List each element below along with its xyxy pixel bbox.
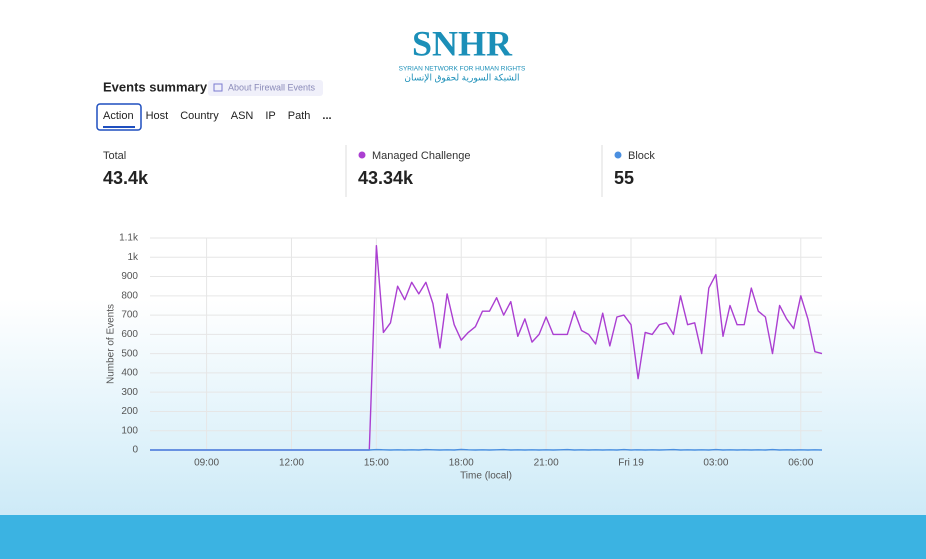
x-tick-label: 18:00	[449, 458, 474, 469]
legend-dot	[358, 151, 366, 159]
y-tick-label: 200	[121, 406, 138, 417]
y-tick-label: 1k	[127, 252, 139, 263]
logo-subtitle: SYRIAN NETWORK FOR HUMAN RIGHTS	[399, 66, 526, 73]
tab-focus	[96, 103, 142, 131]
legend-dot	[614, 151, 622, 159]
stat-label: Block	[628, 150, 655, 162]
y-tick-label: 0	[132, 445, 138, 456]
badge-icon	[213, 83, 223, 92]
footer-band	[0, 515, 926, 559]
stat-label: Managed Challenge	[372, 150, 470, 162]
y-axis-label: Number of Events	[106, 304, 117, 384]
x-tick-label: 12:00	[279, 458, 304, 469]
x-tick-label: 21:00	[534, 458, 559, 469]
logo-arabic: الشبكة السورية لحقوق الإنسان	[404, 72, 519, 83]
y-tick-label: 900	[121, 271, 138, 282]
x-tick-label: Fri 19	[618, 458, 644, 469]
section-title: Events summary	[103, 79, 208, 94]
tab[interactable]: ASN	[231, 110, 254, 122]
tab[interactable]: Country	[180, 110, 219, 122]
y-tick-label: 500	[121, 348, 138, 359]
stat-value: 55	[614, 168, 634, 188]
stat-value: 43.34k	[358, 168, 414, 188]
stat-value: 43.4k	[103, 168, 149, 188]
tab[interactable]: IP	[265, 110, 275, 122]
y-tick-label: 800	[121, 290, 138, 301]
x-tick-label: 09:00	[194, 458, 219, 469]
x-tick-label: 03:00	[703, 458, 728, 469]
series-line	[150, 448, 823, 451]
logo-name: SNHR	[412, 23, 513, 63]
x-tick-label: 15:00	[364, 458, 389, 469]
tab[interactable]: Action	[103, 110, 134, 122]
badge-text[interactable]: About Firewall Events	[228, 82, 316, 92]
tab[interactable]: Host	[146, 110, 169, 122]
x-axis-label: Time (local)	[460, 471, 512, 482]
y-tick-label: 1.1k	[119, 233, 139, 244]
y-tick-label: 400	[121, 368, 138, 379]
y-tick-label: 700	[121, 310, 138, 321]
badge-bg[interactable]	[208, 80, 323, 96]
tab[interactable]: Path	[288, 110, 311, 122]
x-tick-label: 06:00	[788, 458, 813, 469]
tab[interactable]: ...	[322, 110, 331, 122]
y-tick-label: 600	[121, 329, 138, 340]
stat-label: Total	[103, 150, 126, 162]
y-tick-label: 300	[121, 387, 138, 398]
y-tick-label: 100	[121, 425, 138, 436]
